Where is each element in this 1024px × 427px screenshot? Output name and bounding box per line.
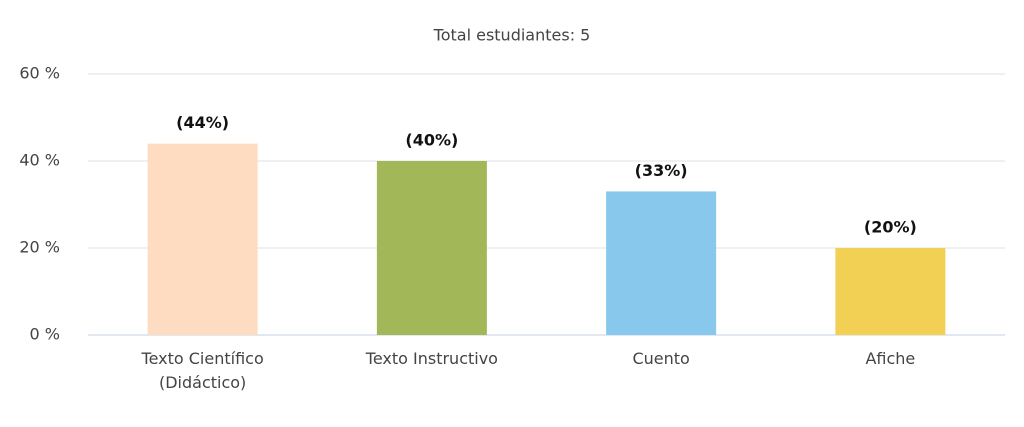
value-label: (20%)	[864, 218, 917, 237]
bar	[835, 248, 946, 335]
value-label: (33%)	[635, 161, 688, 180]
value-label: (44%)	[176, 113, 229, 132]
x-tick-label: Afiche	[865, 349, 916, 368]
chart-title: Total estudiantes: 5	[433, 26, 591, 45]
y-tick-label: 20 %	[19, 238, 60, 257]
y-tick-label: 40 %	[19, 151, 60, 170]
y-tick-label: 60 %	[19, 64, 60, 83]
bar	[606, 191, 717, 335]
x-tick-label: Cuento	[632, 349, 690, 368]
x-tick-label: Texto Instructivo	[365, 349, 498, 368]
y-tick-label: 0 %	[30, 325, 60, 344]
x-tick-label: Texto Científico (Didáctico)	[141, 349, 264, 392]
bar	[147, 143, 258, 335]
value-label: (40%)	[405, 131, 458, 150]
bar	[376, 161, 487, 335]
